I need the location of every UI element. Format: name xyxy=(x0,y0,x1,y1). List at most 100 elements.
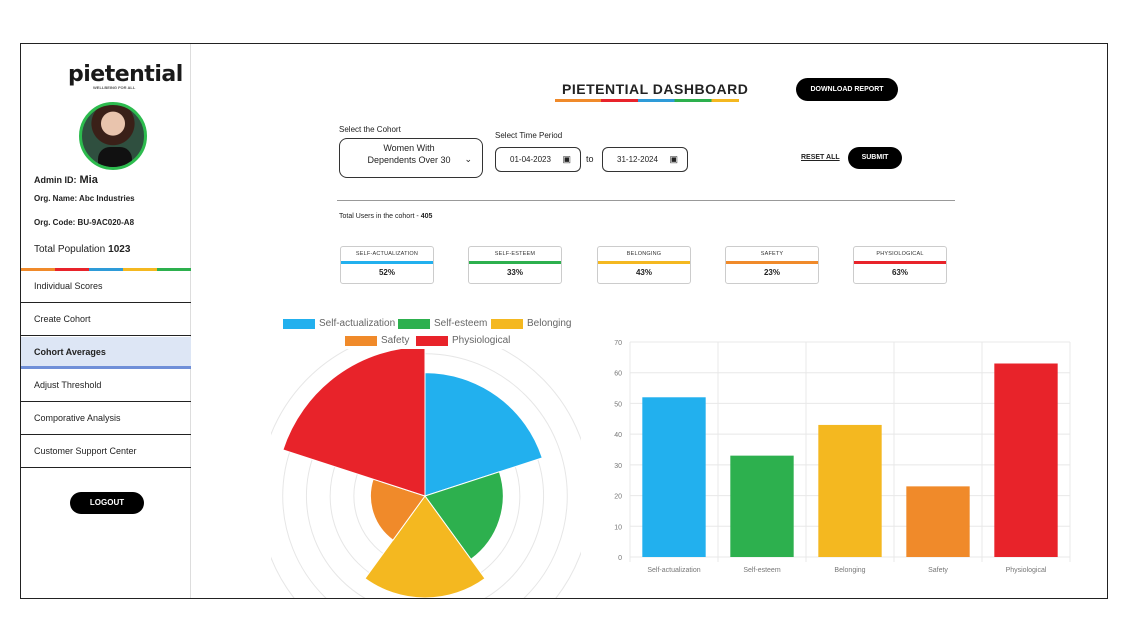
bar-physiological[interactable] xyxy=(994,363,1058,558)
metric-label: SELF-ACTUALIZATION xyxy=(355,251,419,257)
legend-swatch xyxy=(491,318,523,329)
legend-swatch xyxy=(416,335,448,346)
metric-color-bar xyxy=(598,261,690,264)
to-label: to xyxy=(586,154,594,164)
sidebar-item-customer-support[interactable]: Customer Support Center xyxy=(21,436,191,468)
polar-slice-self-esteem[interactable] xyxy=(424,471,504,561)
x-tick-label: Self-esteem xyxy=(743,567,781,574)
cohort-label: Select the Cohort xyxy=(339,125,401,134)
bar-belonging[interactable] xyxy=(818,424,882,557)
bar-self-esteem[interactable] xyxy=(730,455,794,557)
metric-color-bar xyxy=(854,261,946,264)
metric-label: PHYSIOLOGICAL xyxy=(876,251,924,257)
date-from-value: 01-04-2023 xyxy=(510,155,551,164)
x-tick-label: Belonging xyxy=(834,567,865,574)
metric-label: SELF-ESTEEM xyxy=(494,251,536,257)
reset-all-link[interactable]: RESET ALL xyxy=(801,154,840,161)
metric-card-physiological: PHYSIOLOGICAL 63% xyxy=(853,246,947,284)
title-underline xyxy=(555,99,739,102)
org-name: Org. Name: Abc Industries xyxy=(34,194,135,203)
metric-value: 33% xyxy=(506,268,523,277)
x-tick-label: Self-actualization xyxy=(647,567,700,574)
download-report-button[interactable]: DOWNLOAD REPORT xyxy=(796,78,898,101)
y-tick-label: 10 xyxy=(614,524,622,531)
cohort-select[interactable]: Women With Dependents Over 30 ⌄ xyxy=(339,138,483,178)
polar-slice-physiological[interactable] xyxy=(282,349,426,497)
admin-name: Mia xyxy=(79,174,98,186)
legend-label: Self-esteem xyxy=(434,318,488,329)
calendar-icon[interactable]: ▣ xyxy=(669,154,678,164)
section-divider xyxy=(337,200,955,201)
polar-slice-self-actualization[interactable] xyxy=(424,372,543,497)
legend-swatch xyxy=(345,335,377,346)
polar-slice-belonging[interactable] xyxy=(364,495,486,598)
metric-color-bar xyxy=(726,261,818,264)
color-divider xyxy=(21,268,191,271)
total-users-label: Total Users in the cohort - xyxy=(339,213,419,220)
total-population: Total Population 1023 xyxy=(34,244,130,255)
metric-card-self-actualization: SELF-ACTUALIZATION 52% xyxy=(340,246,434,284)
legend-safety[interactable]: Safety xyxy=(345,335,409,346)
calendar-icon[interactable]: ▣ xyxy=(562,154,571,164)
x-tick-label: Physiological xyxy=(1006,567,1047,574)
polar-slice-safety[interactable] xyxy=(369,478,426,541)
legend-label: Safety xyxy=(381,335,410,346)
legend-self-esteem[interactable]: Self-esteem xyxy=(398,318,487,329)
legend-physiological[interactable]: Physiological xyxy=(416,335,510,346)
x-tick-label: Safety xyxy=(928,567,948,574)
org-code: Org. Code: BU-9AC020-A8 xyxy=(34,218,135,227)
time-period-label: Select Time Period xyxy=(495,131,563,140)
total-users: Total Users in the cohort -405 xyxy=(339,213,432,220)
metric-card-belonging: BELONGING 43% xyxy=(597,246,691,284)
y-tick-label: 70 xyxy=(614,340,622,347)
metric-card-safety: SAFETY 23% xyxy=(725,246,819,284)
sidebar-item-create-cohort[interactable]: Create Cohort xyxy=(21,304,191,336)
logout-button[interactable]: LOGOUT xyxy=(70,492,144,514)
cohort-select-value: Women With Dependents Over 30 xyxy=(367,143,451,165)
legend-belonging[interactable]: Belonging xyxy=(491,318,571,329)
metric-label: SAFETY xyxy=(760,251,784,257)
admin-id-label: Admin ID: xyxy=(34,175,77,185)
y-tick-label: 40 xyxy=(614,432,622,439)
legend-label: Belonging xyxy=(527,318,572,329)
metric-value: 23% xyxy=(763,268,780,277)
submit-button[interactable]: SUBMIT xyxy=(848,147,902,169)
sidebar-item-adjust-threshold[interactable]: Adjust Threshold xyxy=(21,370,191,402)
app-frame: pietential WELLBEING FOR ALL Admin ID: Mi… xyxy=(20,43,1108,599)
y-tick-label: 60 xyxy=(614,371,622,378)
metric-value: 43% xyxy=(635,268,652,277)
bar-safety[interactable] xyxy=(906,486,970,557)
legend-label: Self-actualization xyxy=(319,318,396,329)
metric-value: 63% xyxy=(891,268,908,277)
legend-swatch xyxy=(283,318,315,329)
sidebar-item-comporative-analysis[interactable]: Comporative Analysis xyxy=(21,403,191,435)
bar-self-actualization[interactable] xyxy=(642,397,706,557)
avatar xyxy=(79,102,147,170)
metric-label: BELONGING xyxy=(626,251,662,257)
app-logo: pietential xyxy=(68,62,183,87)
polar-area-chart xyxy=(271,349,581,598)
total-population-label: Total Population xyxy=(34,244,106,255)
y-tick-label: 30 xyxy=(614,463,622,470)
date-from-input[interactable]: 01-04-2023 ▣ xyxy=(495,147,581,172)
y-tick-label: 0 xyxy=(618,555,622,562)
metric-value: 52% xyxy=(378,268,395,277)
metric-color-bar xyxy=(469,261,561,264)
total-users-value: 405 xyxy=(420,213,433,220)
admin-id: Admin ID: Mia xyxy=(34,174,98,186)
y-tick-label: 20 xyxy=(614,494,622,501)
metric-color-bar xyxy=(341,261,433,264)
date-to-value: 31-12-2024 xyxy=(617,155,658,164)
sidebar-item-cohort-averages[interactable]: Cohort Averages xyxy=(21,337,191,369)
legend-swatch xyxy=(398,318,430,329)
page-title: PIETENTIAL DASHBOARD xyxy=(562,81,749,97)
legend-self-actualization[interactable]: Self-actualization xyxy=(283,318,395,329)
y-tick-label: 50 xyxy=(614,401,622,408)
bar-chart: 0 10 20 30 40 50 60 70 Self-actualization Self-es… xyxy=(614,340,1071,574)
total-population-value: 1023 xyxy=(108,244,131,255)
metric-card-self-esteem: SELF-ESTEEM 33% xyxy=(468,246,562,284)
sidebar-item-individual-scores[interactable]: Individual Scores xyxy=(21,271,191,303)
logo-tagline: WELLBEING FOR ALL xyxy=(93,85,136,90)
chevron-down-icon: ⌄ xyxy=(464,154,472,164)
date-to-input[interactable]: 31-12-2024 ▣ xyxy=(602,147,688,172)
